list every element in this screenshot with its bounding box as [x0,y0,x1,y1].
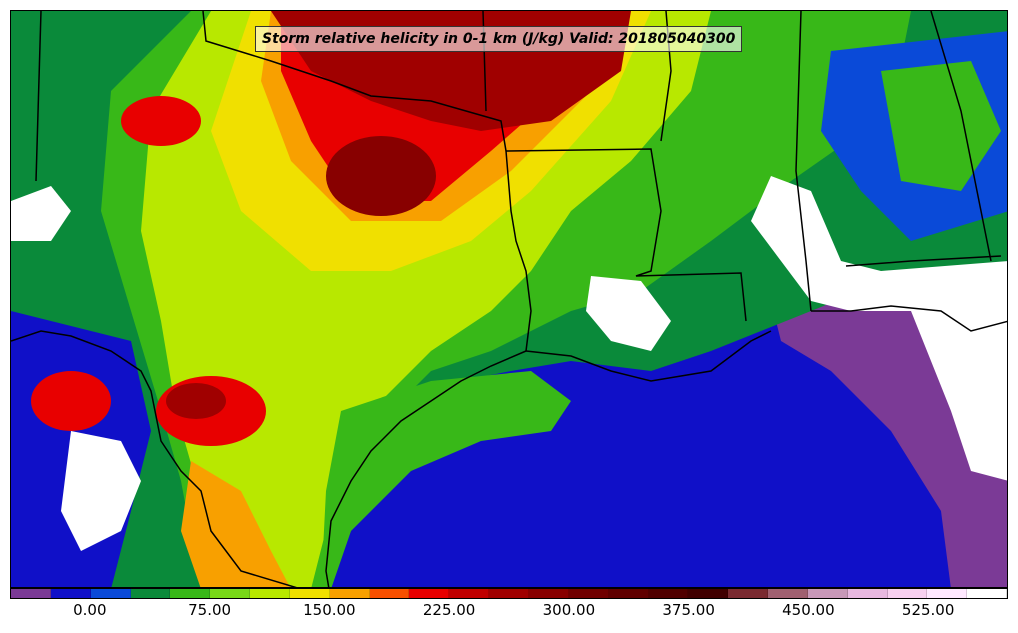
colorbar-tick-label: 450.00 [782,601,835,619]
colorbar-segment [289,589,330,598]
colorbar-segment [210,589,251,598]
colorbar-segment [887,589,928,598]
la-coastline [525,330,772,382]
west-border [35,11,42,182]
al-ga-border [930,11,992,262]
colorbar-tick-label: 375.00 [662,601,715,619]
colorbar-segment [728,589,769,598]
colorbar-tick-label: 0.00 [73,601,107,619]
west-white-patch [61,431,141,551]
gulf-green-tongue [321,371,571,587]
se-white-patch [751,176,1007,331]
nw-white-patch [11,186,71,241]
texas-north-border [202,11,532,352]
west-darkred-blob [166,383,226,419]
colorbar-tick-label: 525.00 [901,601,955,619]
colorbar-segment [329,589,370,598]
la-white-patch [586,276,671,351]
nw-red-blob [121,96,201,146]
west-red-spot [31,371,111,431]
colorbar-segment [449,589,490,598]
colorbar-segment [170,589,211,598]
colorbar-segment [768,589,808,598]
map-panel: Storm relative helicity in 0-1 km (J/kg)… [10,10,1008,588]
fl-border [845,255,1002,267]
colorbar-segment [967,589,1008,598]
colorbar-segment [807,589,848,598]
colorbar-segment [250,589,290,598]
tx-coastline [325,350,527,587]
colorbar-labels: 0.00 75.00 150.00 225.00 300.00 375.00 450.00 5… [10,601,1008,625]
colorbar-tick-label: 300.00 [542,601,596,619]
colorbar-segment [927,589,968,598]
colorbar-segment [489,589,529,598]
ms-al-border [795,11,812,312]
ar-la-ms-borders [505,148,747,322]
colorbar-segment [648,589,689,598]
colorbar-segment [847,589,888,598]
colorbar-segment [90,589,131,598]
helicity-field-map [11,11,1007,587]
colorbar-segment [50,589,91,598]
colorbar-segment [11,589,51,598]
colorbar-segment [409,589,450,598]
colorbar-tick-label: 150.00 [303,601,356,619]
colorbar [10,588,1008,599]
colorbar-segment [369,589,410,598]
colorbar-segment [130,589,171,598]
colorbar-tick-label: 225.00 [422,601,476,619]
colorbar-segment [688,589,729,598]
map-title: Storm relative helicity in 0-1 km (J/kg)… [255,26,743,52]
land-darkred-core-center [326,136,436,216]
colorbar-tick-label: 75.00 [188,601,232,619]
fl-white-patch [911,311,1007,481]
colorbar-segment [568,589,609,598]
colorbar-segment [528,589,569,598]
fl-panhandle-coast [811,305,1007,332]
rio-grande-border [11,330,297,587]
colorbar-segment [608,589,649,598]
south-orange-zone [181,461,290,587]
